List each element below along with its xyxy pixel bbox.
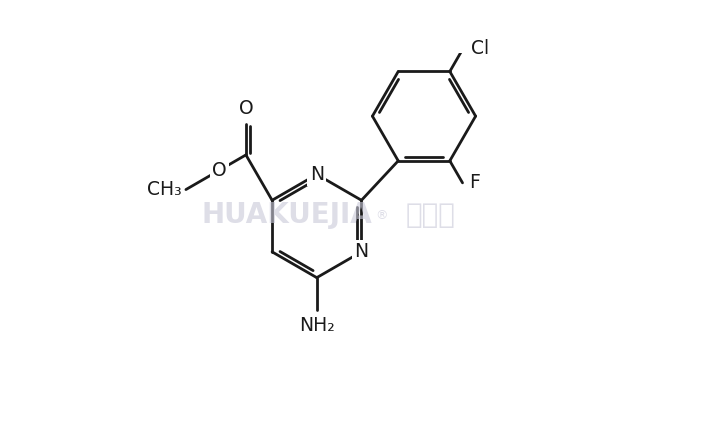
Text: O: O [212, 161, 226, 180]
Text: ®: ® [375, 209, 388, 222]
Text: 化学加: 化学加 [406, 202, 456, 229]
Text: N: N [354, 242, 368, 261]
Text: F: F [469, 173, 479, 192]
Text: Cl: Cl [471, 39, 489, 58]
Text: O: O [238, 99, 253, 118]
Text: N: N [310, 165, 324, 184]
Text: CH₃: CH₃ [148, 180, 182, 199]
Text: NH₂: NH₂ [299, 316, 335, 335]
Text: HUAKUEJIA: HUAKUEJIA [202, 202, 373, 229]
